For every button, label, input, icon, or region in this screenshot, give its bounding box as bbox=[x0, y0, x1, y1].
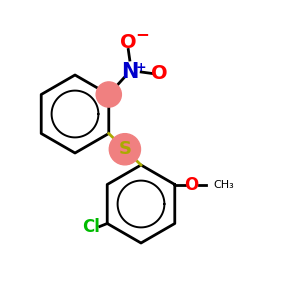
Text: +: + bbox=[136, 61, 146, 74]
Text: O: O bbox=[120, 32, 136, 52]
Text: O: O bbox=[152, 64, 168, 83]
Circle shape bbox=[109, 134, 140, 165]
Text: O: O bbox=[184, 176, 198, 194]
Text: Cl: Cl bbox=[82, 218, 100, 236]
Text: −: − bbox=[136, 26, 150, 44]
Text: CH₃: CH₃ bbox=[214, 179, 235, 190]
Text: N: N bbox=[121, 62, 139, 82]
Text: S: S bbox=[118, 140, 131, 158]
Circle shape bbox=[96, 82, 122, 107]
